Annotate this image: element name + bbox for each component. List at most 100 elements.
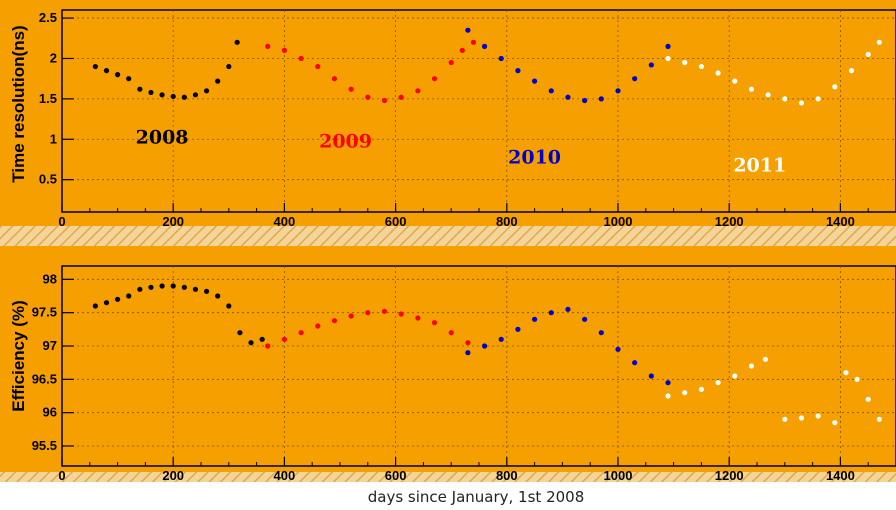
data-point bbox=[431, 76, 438, 82]
x-tick-label: 1200 bbox=[715, 214, 744, 229]
data-point bbox=[248, 340, 254, 346]
y-tick-label: 1 bbox=[50, 131, 57, 146]
data-point bbox=[548, 88, 554, 94]
data-point bbox=[315, 323, 321, 329]
data-point bbox=[498, 55, 504, 62]
data-point bbox=[381, 308, 388, 314]
x-tick-label: 0 bbox=[58, 214, 65, 229]
data-point bbox=[234, 39, 240, 45]
grid bbox=[62, 266, 896, 466]
data-points bbox=[92, 27, 882, 106]
data-point bbox=[103, 68, 110, 74]
plot-area bbox=[61, 265, 896, 467]
data-point bbox=[459, 47, 465, 54]
data-point bbox=[598, 96, 604, 102]
x-tick-label: 1000 bbox=[604, 214, 633, 229]
x-tick-label: 800 bbox=[496, 468, 518, 483]
y-tick-label: 1.5 bbox=[39, 91, 57, 106]
data-point bbox=[632, 360, 638, 366]
data-point bbox=[181, 94, 187, 100]
data-point bbox=[159, 283, 165, 289]
axis-ticks: 0 200 400 600 800 1000 1200 1400 95.5 96 96.5 97 97.… bbox=[32, 271, 896, 483]
data-point bbox=[215, 78, 221, 84]
data-point bbox=[115, 72, 121, 78]
data-point bbox=[798, 100, 805, 106]
x-tick-label: 600 bbox=[385, 468, 407, 483]
data-point bbox=[298, 55, 304, 62]
data-point bbox=[665, 55, 671, 62]
data-point bbox=[515, 326, 521, 332]
data-point bbox=[398, 94, 404, 100]
data-point bbox=[748, 363, 755, 369]
data-point bbox=[115, 296, 121, 302]
data-point bbox=[470, 39, 477, 45]
data-point bbox=[532, 316, 538, 322]
year-label: 2011 bbox=[733, 155, 786, 177]
data-point bbox=[92, 303, 98, 309]
data-point bbox=[281, 47, 287, 54]
data-point bbox=[465, 350, 471, 356]
data-point bbox=[192, 92, 199, 98]
axis-ticks: 0 200 400 600 800 1000 1200 1400 0.5 1 1.5 2 2.5 bbox=[39, 10, 896, 229]
data-point bbox=[854, 376, 860, 382]
x-tick-label: 400 bbox=[274, 214, 296, 229]
data-point bbox=[331, 76, 338, 82]
data-point bbox=[415, 315, 421, 321]
data-point bbox=[298, 330, 304, 336]
data-point bbox=[281, 336, 287, 342]
data-point bbox=[515, 68, 521, 74]
data-point bbox=[832, 420, 838, 426]
data-point bbox=[748, 86, 755, 92]
data-point bbox=[365, 310, 371, 316]
data-point bbox=[265, 343, 271, 349]
data-point bbox=[876, 39, 882, 45]
data-point bbox=[832, 84, 838, 90]
data-point bbox=[782, 96, 788, 102]
year-label: 2008 bbox=[136, 126, 189, 148]
data-point bbox=[498, 336, 504, 342]
x-tick-label: 1400 bbox=[826, 468, 855, 483]
x-tick-label: 1000 bbox=[604, 468, 633, 483]
x-tick-label: 1200 bbox=[715, 468, 744, 483]
data-point bbox=[765, 92, 771, 98]
data-point bbox=[365, 94, 371, 100]
data-point bbox=[532, 78, 538, 84]
x-tick-label: 800 bbox=[496, 214, 518, 229]
data-point bbox=[715, 70, 721, 76]
data-point bbox=[203, 288, 210, 294]
data-point bbox=[137, 286, 143, 292]
data-point bbox=[632, 76, 638, 82]
year-label: 2010 bbox=[508, 147, 561, 169]
y-tick-label: 98 bbox=[43, 271, 57, 286]
data-point bbox=[782, 416, 788, 422]
data-point bbox=[865, 51, 871, 58]
y-tick-label: 97.5 bbox=[32, 305, 57, 320]
data-point bbox=[481, 43, 488, 49]
data-point bbox=[415, 88, 421, 94]
data-point bbox=[126, 76, 132, 82]
data-point bbox=[815, 96, 821, 102]
data-point bbox=[126, 293, 132, 299]
grid bbox=[62, 10, 896, 212]
data-point bbox=[203, 88, 210, 94]
data-points bbox=[92, 283, 882, 426]
x-tick-label: 200 bbox=[162, 468, 184, 483]
data-point bbox=[481, 343, 488, 349]
x-tick-label: 600 bbox=[385, 214, 407, 229]
data-point bbox=[548, 310, 554, 316]
data-point bbox=[682, 59, 688, 66]
data-point bbox=[698, 386, 705, 392]
data-point bbox=[159, 92, 165, 98]
data-point bbox=[381, 97, 388, 104]
data-point bbox=[465, 27, 471, 33]
data-point bbox=[876, 416, 882, 422]
data-point bbox=[170, 283, 176, 289]
hatched-border bbox=[0, 472, 896, 482]
data-point bbox=[181, 284, 187, 290]
data-point bbox=[615, 346, 621, 352]
data-point bbox=[148, 284, 154, 290]
data-point bbox=[148, 89, 154, 96]
data-point bbox=[137, 86, 143, 92]
data-point bbox=[865, 396, 871, 402]
